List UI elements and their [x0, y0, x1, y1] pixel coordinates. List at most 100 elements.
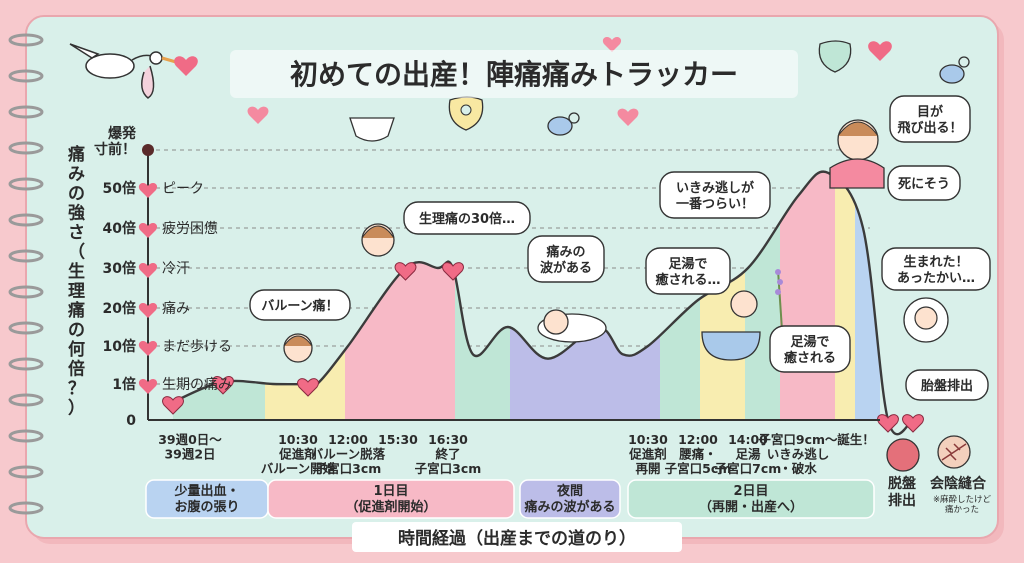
- phase-label: 少量出血・お腹の張り: [173, 483, 239, 515]
- binder-ring: [8, 69, 44, 83]
- mom-character: [829, 119, 885, 189]
- curve-point: [212, 376, 234, 395]
- binder-rings: [8, 33, 44, 515]
- y-tick-description: まだ歩ける: [162, 339, 232, 355]
- y-tick-description: 疲労困憊: [162, 220, 218, 237]
- x-tick-label: 14:00 足湯子宮口7cm: [715, 432, 782, 476]
- heart-tick-marker: [138, 379, 158, 394]
- binder-ring: [8, 501, 44, 515]
- pacifier-icon: [939, 56, 970, 84]
- x-tick-label: 誕生！: [837, 432, 875, 447]
- x-tick-label: 10:30 促進剤バルーン開始: [261, 432, 336, 476]
- speech-bubble-text: 胎盤排出: [921, 378, 973, 394]
- phase-segment: [267, 479, 515, 519]
- area-band: [810, 171, 835, 420]
- speech-bubbles: バルーン痛！ 生理痛の30倍… 痛みの波がある 足湯で癒される… いきみ逃しが一番つらい…: [249, 95, 991, 401]
- phase-segment: [519, 479, 621, 519]
- curve-point: [297, 378, 319, 397]
- curve-point: [877, 414, 899, 433]
- phase-label: 1日目（促進剤開始）: [345, 484, 436, 515]
- binder-ring: [8, 465, 44, 479]
- bathtub-icon: [701, 290, 761, 361]
- curve-point: [162, 396, 184, 415]
- binder-ring: [8, 357, 44, 371]
- speech-bubble-balloon: バルーン痛！: [249, 289, 351, 321]
- speech-bubble-footbath2: 足湯で癒される: [769, 325, 851, 373]
- speech-bubble-ikimi: いきみ逃しが一番つらい！: [659, 171, 771, 219]
- speech-bubble-text: バルーン痛！: [261, 298, 338, 314]
- y-tick-label: 30倍: [103, 260, 136, 277]
- speech-bubble-text: 生まれた！あったかい…: [897, 254, 975, 286]
- binder-ring: [8, 429, 44, 443]
- heart-tick-marker: [138, 341, 158, 356]
- speech-bubble-die: 死にそう: [887, 165, 961, 201]
- after-birth-note: ※麻酔したけど痛かった: [933, 494, 992, 515]
- x-tick-label: 15:30: [378, 432, 418, 447]
- speech-bubble-placenta: 胎盤排出: [905, 369, 989, 401]
- speech-bubble-text: 目が飛び出る！: [896, 104, 962, 136]
- binder-ring: [8, 33, 44, 47]
- mom-character: [361, 223, 395, 257]
- heart-icon: [868, 41, 892, 61]
- heart-icon: [617, 108, 639, 126]
- phase-bar: 少量出血・お腹の張り 1日目（促進剤開始） 夜間痛みの波がある 2日目（再開・出産へ）: [145, 479, 875, 519]
- x-tick-label: 16:30 終了子宮口3cm: [415, 432, 482, 476]
- pacifier-icon: [547, 112, 580, 136]
- placenta-icon: [886, 438, 920, 472]
- y-tick-label: 0: [126, 413, 136, 429]
- x-tick-label: 子宮口9cm〜いきみ逃し・破水: [758, 432, 838, 476]
- y-tick-label: 50倍: [103, 180, 136, 197]
- speech-bubble-text: 生理痛の30倍…: [419, 211, 515, 227]
- phase-label: 2日目（再開・出産へ）: [699, 484, 803, 515]
- binder-ring: [8, 141, 44, 155]
- speech-bubble-footbath1: 足湯で癒される…: [645, 247, 731, 295]
- after-birth-label: 会陰縫合: [930, 475, 987, 492]
- binder-ring: [8, 105, 44, 119]
- chart-title: 初めての出産！陣痛痛みトラッカー: [290, 58, 738, 91]
- heart-icon: [602, 37, 622, 52]
- y-tick-description: 生期の痛み: [162, 376, 232, 393]
- binder-ring: [8, 249, 44, 263]
- x-tick-label: 39週0日〜 39週2日: [158, 432, 222, 462]
- speech-bubble-born: 生まれた！あったかい…: [881, 247, 991, 291]
- y-tick-label: 20倍: [103, 300, 136, 317]
- speech-bubble-text: 痛みの波がある: [540, 244, 592, 276]
- stork-icon: [69, 43, 177, 99]
- heart-tick-marker: [138, 223, 158, 238]
- binder-ring: [8, 285, 44, 299]
- heart-tick-marker: [138, 183, 158, 198]
- lavender-icon: [775, 269, 783, 331]
- speech-bubble-text: いきみ逃しが一番つらい！: [676, 180, 754, 212]
- heart-tick-marker: [138, 303, 158, 318]
- binder-ring: [8, 393, 44, 407]
- y-axis-label: 痛みの強さ（生理痛の何倍？）: [68, 144, 85, 419]
- mom-character: [537, 309, 607, 343]
- y-tick-description: ピーク: [162, 181, 204, 197]
- speech-bubble-period30: 生理痛の30倍…: [403, 201, 531, 235]
- binder-ring: [8, 177, 44, 191]
- curve-point: [442, 262, 464, 281]
- stitches-icon: [937, 435, 971, 469]
- x-axis-title-panel: [352, 522, 682, 552]
- y-tick-label: 1倍: [112, 376, 136, 393]
- diaper-icon: [349, 117, 395, 142]
- speech-bubble-text: 死にそう: [898, 177, 950, 192]
- speech-bubble-text: 足湯で癒される…: [655, 256, 720, 288]
- binder-ring: [8, 213, 44, 227]
- x-tick-label: 12:00 腰痛・子宮口5cm: [665, 432, 732, 476]
- y-tick-label: 10倍: [103, 338, 136, 355]
- after-birth-label: 脱盤排出: [888, 475, 917, 509]
- heart-tick-marker: [138, 263, 158, 278]
- y-tick-description: 冷汗: [162, 261, 190, 277]
- speech-bubble-eyes: 目が飛び出る！: [889, 95, 971, 143]
- curve-point: [902, 414, 924, 433]
- x-tick-label: 12:00 バルーン脱落子宮口3cm: [311, 432, 386, 476]
- x-tick-label: 10:30 促進剤再開: [628, 432, 668, 476]
- y-tick-description: 痛み: [162, 300, 190, 317]
- y-tick-label: 爆発寸前！: [94, 125, 137, 158]
- phase-label: 夜間痛みの波がある: [523, 483, 615, 515]
- heart-icon: [247, 106, 269, 124]
